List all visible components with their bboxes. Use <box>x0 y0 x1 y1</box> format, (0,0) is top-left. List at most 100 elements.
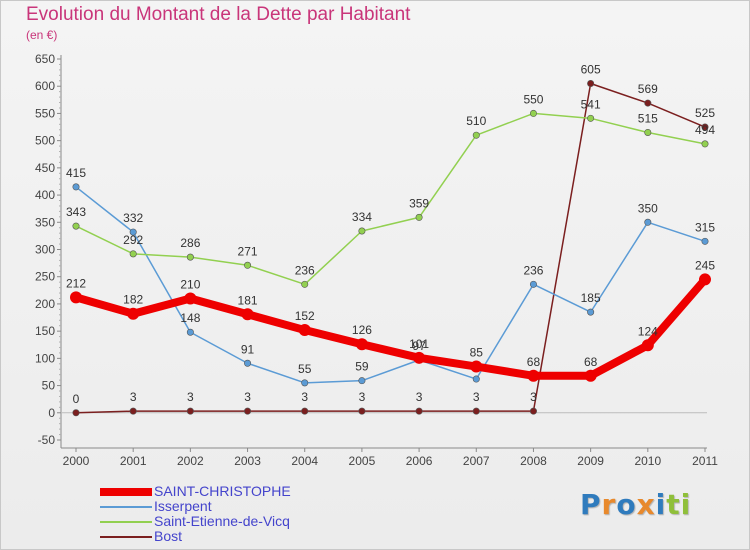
data-point <box>470 360 483 373</box>
series-line-0 <box>72 275 709 380</box>
data-label: 68 <box>527 355 541 369</box>
y-tick-label: 650 <box>35 52 55 66</box>
y-tick-label: 250 <box>35 270 55 284</box>
series-line-1 <box>75 186 706 384</box>
data-point <box>472 375 480 383</box>
data-label: 210 <box>180 277 200 291</box>
data-label: 236 <box>523 263 543 277</box>
data-point <box>129 250 137 258</box>
data-point <box>72 409 80 417</box>
y-tick-label: 500 <box>35 134 55 148</box>
data-point <box>301 379 309 387</box>
y-tick-label: 50 <box>42 379 56 393</box>
data-label: 515 <box>638 111 658 125</box>
data-label: 152 <box>295 309 315 323</box>
data-label: 182 <box>123 293 143 307</box>
data-point <box>127 307 140 320</box>
data-point <box>644 218 652 226</box>
data-label: 292 <box>123 233 143 247</box>
logo-letter: i <box>680 488 692 521</box>
chart-title: Evolution du Montant de la Dette par Hab… <box>26 4 411 25</box>
data-point <box>72 222 80 230</box>
x-tick-label: 2005 <box>349 454 376 468</box>
x-tick-label: 2010 <box>634 454 661 468</box>
y-tick-label: 550 <box>35 106 55 120</box>
data-point <box>587 114 595 122</box>
data-label: 212 <box>66 276 86 290</box>
x-tick-label: 2009 <box>577 454 604 468</box>
data-label: 97 <box>412 339 426 353</box>
data-point <box>415 213 423 221</box>
data-point <box>699 273 711 286</box>
data-point <box>641 339 654 352</box>
logo-letter: x <box>636 488 656 521</box>
data-label: 148 <box>180 311 200 325</box>
data-point <box>70 291 82 304</box>
data-label: 181 <box>238 293 258 307</box>
data-label: 332 <box>123 211 143 225</box>
x-tick-label: 2007 <box>463 454 490 468</box>
data-label: 0 <box>73 392 80 406</box>
data-point <box>644 128 652 136</box>
data-label: 85 <box>470 346 484 360</box>
legend-swatch <box>100 521 152 523</box>
data-label: 3 <box>244 390 251 404</box>
legend-label: SAINT-CHRISTOPHE <box>154 483 291 499</box>
y-tick-label: 350 <box>35 215 55 229</box>
data-point <box>244 359 252 367</box>
logo-letter: i <box>655 488 667 521</box>
data-point <box>355 338 368 351</box>
data-label: 3 <box>359 390 366 404</box>
proxiti-logo: Proxiti <box>580 488 691 521</box>
data-point <box>301 407 309 415</box>
logo-letter: t <box>666 488 681 521</box>
data-point <box>472 131 480 139</box>
data-point <box>301 280 309 288</box>
data-point <box>186 328 194 336</box>
data-point <box>701 123 709 131</box>
data-label: 334 <box>352 210 372 224</box>
y-tick-label: 300 <box>35 243 55 257</box>
data-point <box>72 183 80 191</box>
data-point <box>244 407 252 415</box>
data-point <box>298 324 311 337</box>
data-label: 3 <box>187 390 194 404</box>
data-label: 510 <box>466 114 486 128</box>
data-label: 101 <box>409 337 429 351</box>
data-point <box>358 407 366 415</box>
y-tick-label: 600 <box>35 79 55 93</box>
data-point <box>644 99 652 107</box>
data-point <box>413 351 426 364</box>
data-point <box>358 377 366 385</box>
logo-letter: P <box>580 488 602 521</box>
data-label: 3 <box>130 390 137 404</box>
data-point <box>244 261 252 269</box>
data-label: 68 <box>584 355 598 369</box>
x-tick-label: 2004 <box>291 454 318 468</box>
data-label: 315 <box>695 220 715 234</box>
x-tick-label: 2003 <box>234 454 261 468</box>
data-point <box>472 407 480 415</box>
legend-swatch <box>100 506 152 508</box>
data-label: 245 <box>695 258 715 272</box>
y-tick-label: 0 <box>48 406 55 420</box>
data-point <box>529 109 537 117</box>
data-point <box>358 227 366 235</box>
data-label: 3 <box>473 390 480 404</box>
y-tick-label: 450 <box>35 161 55 175</box>
data-point <box>527 369 540 382</box>
data-point <box>186 253 194 261</box>
x-tick-label: 2008 <box>520 454 547 468</box>
data-point <box>184 292 197 305</box>
data-point <box>587 308 595 316</box>
data-point <box>529 280 537 288</box>
data-point <box>241 308 254 321</box>
data-label: 3 <box>530 390 537 404</box>
data-label: 415 <box>66 166 86 180</box>
data-label: 494 <box>695 123 715 137</box>
data-label: 550 <box>523 92 543 106</box>
y-tick-label: 100 <box>35 351 55 365</box>
data-label: 541 <box>581 97 601 111</box>
data-point <box>129 228 137 236</box>
